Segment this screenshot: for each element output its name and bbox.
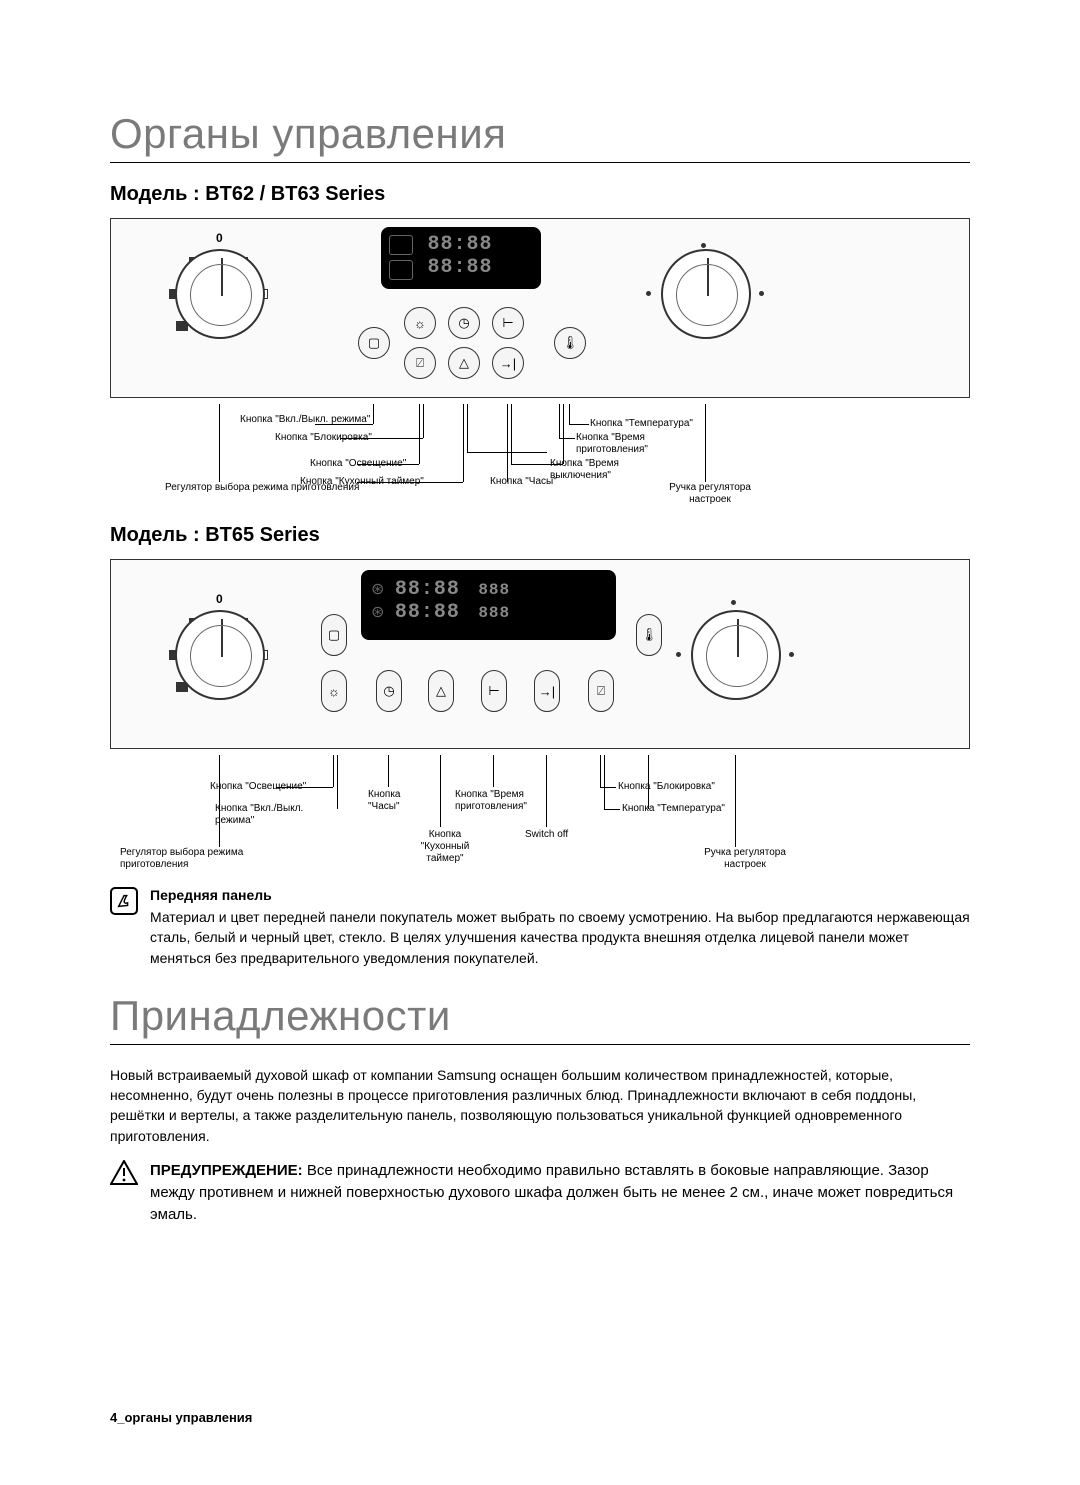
- lock-button[interactable]: ⍁: [404, 347, 436, 379]
- callouts-bt62: Кнопка "Вкл./Выкл. режима" Кнопка "Блоки…: [110, 404, 970, 514]
- callout-lock: Кнопка "Блокировка": [618, 781, 718, 793]
- note-title: Передняя панель: [150, 887, 970, 903]
- display-temp-lower: 888: [478, 604, 510, 622]
- control-diagram-bt62: 0 88:88 88:88 ▢ ☼ ⍁ ◷ △ ⊢ →| 🌡: [110, 218, 970, 398]
- mode-selector-dial[interactable]: [175, 249, 265, 339]
- callout-mode-selector: Регулятор выбора режима приготовления: [165, 482, 359, 494]
- callout-onoff: Кнопка "Вкл./Выкл. режима": [215, 803, 335, 827]
- warning-label: ПРЕДУПРЕЖДЕНИЕ:: [150, 1162, 303, 1179]
- temp-button[interactable]: 🌡: [554, 327, 586, 359]
- zero-marker: 0: [216, 231, 223, 245]
- section-title-accessories: Принадлежности: [110, 992, 970, 1045]
- display-panel: ⊛ 88:88 888 ⊛ 88:88 888: [361, 570, 616, 640]
- callout-lock: Кнопка "Блокировка": [275, 432, 372, 444]
- callout-clock: Кнопка "Часы": [490, 476, 557, 488]
- callout-setting-dial: Ручка регулятора настроек: [660, 482, 760, 506]
- cooktime-button[interactable]: ⊢: [481, 670, 507, 712]
- display-time-upper: 88:88: [427, 233, 492, 256]
- warning-icon: [110, 1160, 138, 1185]
- clock-button[interactable]: ◷: [448, 307, 480, 339]
- temp-button[interactable]: 🌡: [636, 614, 662, 656]
- warning-block: ПРЕДУПРЕЖДЕНИЕ: Все принадлежности необх…: [110, 1160, 970, 1225]
- section-title-controls: Органы управления: [110, 110, 970, 163]
- callout-temp: Кнопка "Температура": [590, 418, 693, 430]
- note-icon: [110, 887, 138, 915]
- ktimer-button[interactable]: △: [448, 347, 480, 379]
- model-label-1: Модель : BT62 / BT63 Series: [110, 183, 970, 206]
- cooktime-button[interactable]: →|: [492, 347, 524, 379]
- callouts-bt65: Кнопка "Освещение" Кнопка "Вкл./Выкл. ре…: [110, 755, 970, 875]
- control-diagram-bt65: 0 ⊛ 88:88 888 ⊛ 88:88 888 ▢ ☼ ◷ △ ⊢ →| ⍁…: [110, 559, 970, 749]
- callout-onoff: Кнопка "Вкл./Выкл. режима": [240, 414, 370, 426]
- callout-temp: Кнопка "Температура": [622, 803, 725, 815]
- model-label-2: Модель : BT65 Series: [110, 524, 970, 547]
- front-panel-note: Передняя панель Материал и цвет передней…: [110, 887, 970, 968]
- callout-cooktime: Кнопка "Время приготовления": [576, 432, 696, 456]
- setting-dial[interactable]: [691, 610, 781, 700]
- setting-dial[interactable]: [661, 249, 751, 339]
- note-text: Материал и цвет передней панели покупате…: [150, 907, 970, 968]
- light-button[interactable]: ☼: [321, 670, 347, 712]
- zero-marker: 0: [216, 592, 223, 606]
- display-time-lower: 88:88: [395, 601, 460, 624]
- callout-ktimer: Кнопка "Кухонный таймер": [410, 829, 480, 865]
- callout-light: Кнопка "Освещение": [310, 458, 406, 470]
- display-panel: 88:88 88:88: [381, 227, 541, 289]
- callout-offtime: Кнопка "Время выключения": [550, 458, 670, 482]
- onoff-button[interactable]: ▢: [321, 614, 347, 656]
- onoff-button[interactable]: ▢: [358, 327, 390, 359]
- accessories-intro: Новый встраиваемый духовой шкаф от компа…: [110, 1065, 970, 1146]
- switchoff-button[interactable]: →|: [534, 670, 560, 712]
- callout-clock: Кнопка "Часы": [368, 789, 428, 813]
- callout-setting-dial: Ручка регулятора настроек: [690, 847, 800, 871]
- page-footer: 4_органы управления: [110, 1410, 252, 1425]
- callout-light: Кнопка "Освещение": [210, 781, 306, 793]
- mode-selector-dial[interactable]: [175, 610, 265, 700]
- display-temp-upper: 888: [478, 581, 510, 599]
- display-time-lower: 88:88: [427, 256, 492, 279]
- callout-cooktime: Кнопка "Время приготовления": [455, 789, 555, 813]
- display-time-upper: 88:88: [395, 578, 460, 601]
- callout-mode-selector: Регулятор выбора режима приготовления: [120, 847, 250, 871]
- offtime-button[interactable]: ⊢: [492, 307, 524, 339]
- callout-switchoff: Switch off: [525, 829, 568, 841]
- lock-button[interactable]: ⍁: [588, 670, 614, 712]
- ktimer-button[interactable]: △: [428, 670, 454, 712]
- clock-button[interactable]: ◷: [376, 670, 402, 712]
- light-button[interactable]: ☼: [404, 307, 436, 339]
